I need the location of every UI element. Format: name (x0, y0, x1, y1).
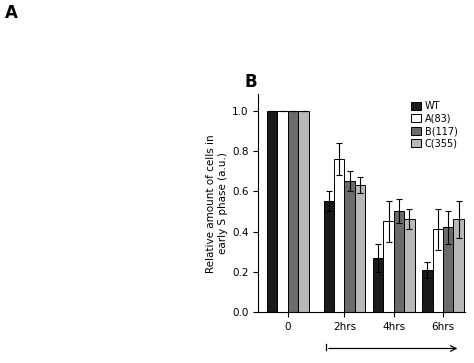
Bar (443, 228, 454, 312)
Bar (383, 221, 394, 312)
Bar (355, 185, 365, 312)
Bar (394, 211, 404, 312)
Bar (334, 159, 345, 312)
Bar (404, 219, 415, 312)
Bar (373, 258, 383, 312)
Bar (422, 270, 432, 312)
Bar (432, 229, 443, 312)
Legend: WT, A(83), B(117), C(355): WT, A(83), B(117), C(355) (409, 99, 460, 150)
Y-axis label: Relative amount of cells in
early S phase (a.u.): Relative amount of cells in early S phas… (206, 134, 228, 273)
Text: A: A (5, 4, 18, 22)
Bar (298, 110, 309, 312)
Bar (277, 110, 288, 312)
Bar (288, 110, 298, 312)
Text: B: B (244, 73, 257, 91)
Bar (345, 181, 355, 312)
Bar (324, 201, 334, 312)
Bar (267, 110, 277, 312)
Bar (454, 219, 464, 312)
